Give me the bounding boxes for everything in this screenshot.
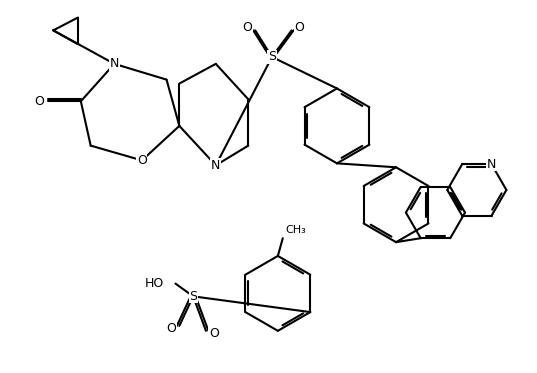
Text: CH₃: CH₃ [286, 225, 307, 235]
Text: N: N [487, 158, 496, 171]
Text: HO: HO [144, 277, 164, 290]
Text: O: O [242, 21, 252, 34]
Text: O: O [209, 327, 219, 340]
Text: N: N [211, 159, 221, 172]
Text: O: O [166, 322, 177, 335]
Text: O: O [295, 21, 304, 34]
Text: O: O [137, 154, 147, 167]
Text: O: O [34, 95, 45, 108]
Text: S: S [189, 290, 197, 303]
Text: N: N [110, 57, 119, 70]
Text: S: S [268, 50, 276, 63]
